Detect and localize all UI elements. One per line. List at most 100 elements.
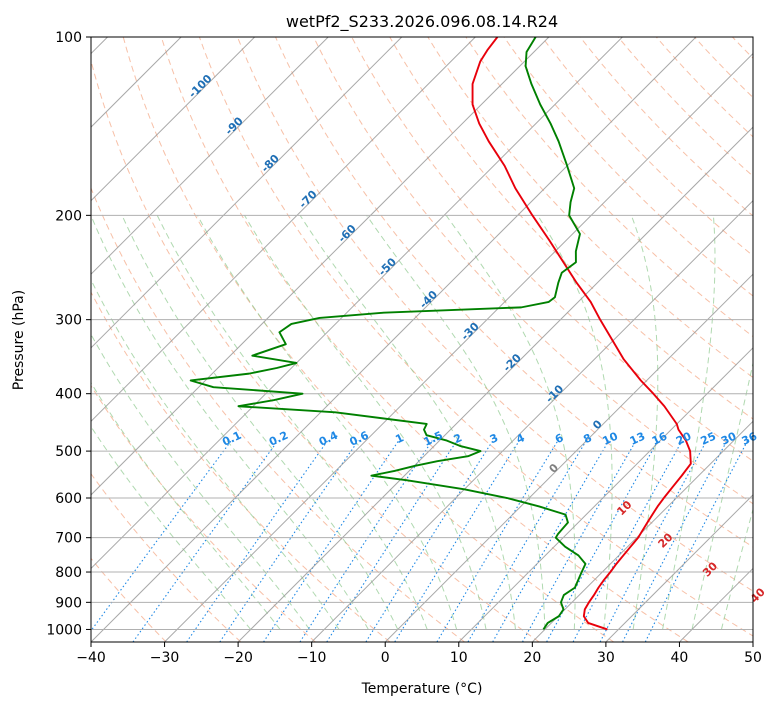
y-tick-label: 900 — [55, 595, 82, 611]
mixing-ratio-label: 13 — [628, 430, 647, 448]
isotherm-label: -30 — [459, 320, 482, 343]
mixing-ratio-line — [326, 440, 458, 642]
axes-layer: −40 −30 −20 −10 0 10 20 30 40 5010020030040050060… — [46, 30, 762, 666]
line-label-layer: -100-90-80-70-60-50-40-30-20-10001020304… — [186, 72, 768, 606]
isotherm-label: -80 — [259, 152, 282, 175]
x-tick-label: −10 — [297, 650, 327, 666]
dry-adiabat-line — [389, 37, 753, 420]
dry-adiabat-line — [351, 37, 753, 462]
dry-adiabat-line — [503, 37, 753, 297]
y-axis-label: Pressure (hPa) — [11, 290, 27, 390]
dry-adiabat-line — [91, 186, 465, 642]
mixing-ratio-line — [219, 440, 359, 642]
dry-adiabat-line — [91, 384, 316, 642]
isotherm-line — [91, 37, 329, 275]
grid-layer — [91, 37, 775, 642]
mixing-ratio-line — [644, 440, 749, 642]
dry-adiabat-line — [427, 37, 753, 379]
x-tick-label: −20 — [223, 650, 253, 666]
dry-adiabat-line — [465, 37, 753, 338]
dry-adiabat-label: 30 — [700, 559, 720, 579]
mixing-ratio-line — [572, 440, 683, 642]
dry-adiabat-line — [275, 37, 753, 548]
isotherm-line — [91, 37, 476, 423]
mixing-ratio-line — [394, 440, 520, 642]
mixing-ratio-line — [91, 440, 232, 632]
mixing-ratio-label: 25 — [699, 430, 718, 448]
isotherm-label: -40 — [417, 288, 440, 311]
moist-adiabat-line — [121, 215, 399, 630]
y-tick-label: 700 — [55, 531, 82, 547]
isotherm-line — [91, 37, 403, 349]
y-tick-label: 300 — [55, 313, 82, 329]
plot-frame — [90, 36, 754, 643]
dry-adiabat-line — [693, 37, 753, 99]
y-tick-label: 600 — [55, 491, 82, 507]
x-tick-label: 30 — [597, 650, 615, 666]
dry-adiabat-line — [579, 37, 753, 217]
mixing-ratio-label: 20 — [674, 429, 694, 447]
dry-adiabat-line — [770, 37, 775, 642]
mixing-ratio-line — [263, 440, 400, 642]
dry-adiabat-line — [160, 37, 689, 642]
dry-adiabat-line — [91, 291, 391, 642]
moist-adiabat-line — [91, 333, 310, 630]
dry-adiabat-label: 20 — [656, 530, 676, 550]
dry-adiabat-line — [91, 472, 242, 642]
moist-adiabat-line — [244, 215, 487, 630]
isotherm-line — [605, 494, 753, 642]
isotherm-label: -90 — [223, 114, 246, 137]
chart-title: wetPf2_S233.2026.096.08.14.R24 — [286, 12, 558, 32]
dry-adiabat-line — [313, 37, 753, 505]
x-tick-label: 40 — [671, 650, 689, 666]
dry-adiabat-line — [655, 37, 753, 138]
mixing-ratio-line — [186, 440, 329, 642]
mixing-ratio-line — [365, 440, 494, 642]
mixing-ratio-label: 4 — [514, 431, 527, 446]
y-tick-label: 400 — [55, 387, 82, 403]
isotherm-label: -100 — [186, 72, 215, 101]
isotherm-line — [384, 273, 753, 642]
mixing-ratio-label: 0.4 — [317, 429, 340, 449]
mixing-ratio-line — [467, 440, 587, 642]
mixing-ratio-line — [599, 440, 708, 642]
mixing-ratio-label: 36 — [740, 429, 760, 447]
x-tick-label: −30 — [150, 650, 180, 666]
mixing-ratio-line — [132, 440, 279, 642]
dry-adiabat-line — [732, 37, 753, 59]
isotherm-line — [679, 567, 753, 642]
x-tick-label: 0 — [381, 650, 390, 666]
mixing-ratio-line — [436, 440, 559, 642]
isotherm-line — [237, 126, 753, 642]
temperature-line — [471, 37, 692, 631]
mixing-ratio-label: 1 — [393, 431, 405, 446]
x-tick-label: 50 — [744, 650, 762, 666]
isotherm-label: -60 — [336, 222, 359, 245]
isotherm-line — [531, 420, 753, 642]
y-tick-label: 200 — [55, 208, 82, 224]
dry-adiabat-line — [236, 37, 753, 592]
mixing-ratio-line — [299, 440, 433, 642]
isotherm-label: -20 — [501, 351, 524, 374]
mixing-ratio-line — [622, 440, 728, 642]
isotherm-label: -50 — [376, 255, 399, 278]
y-tick-label: 1000 — [46, 622, 82, 638]
y-tick-label: 500 — [55, 444, 82, 460]
isotherm-line — [91, 37, 697, 642]
isotherm-line — [91, 37, 256, 202]
mixing-ratio-label: 0.6 — [348, 429, 371, 449]
y-tick-label: 800 — [55, 565, 82, 581]
mixing-ratio-label: 6 — [553, 431, 566, 446]
dry-adiabat-label: 10 — [614, 498, 634, 518]
mixing-ratio-line — [546, 440, 659, 642]
mixing-ratio-label: 30 — [719, 429, 739, 447]
isotherm-line — [311, 199, 753, 642]
y-tick-label: 100 — [55, 30, 82, 46]
isotherm-line — [752, 641, 753, 642]
isotherm-label: -70 — [296, 187, 319, 210]
moist-adiabat-line — [91, 425, 252, 630]
mixing-ratio-label: 16 — [650, 429, 670, 447]
x-axis-label: Temperature (°C) — [361, 681, 483, 697]
mixing-ratio-line — [521, 440, 637, 642]
